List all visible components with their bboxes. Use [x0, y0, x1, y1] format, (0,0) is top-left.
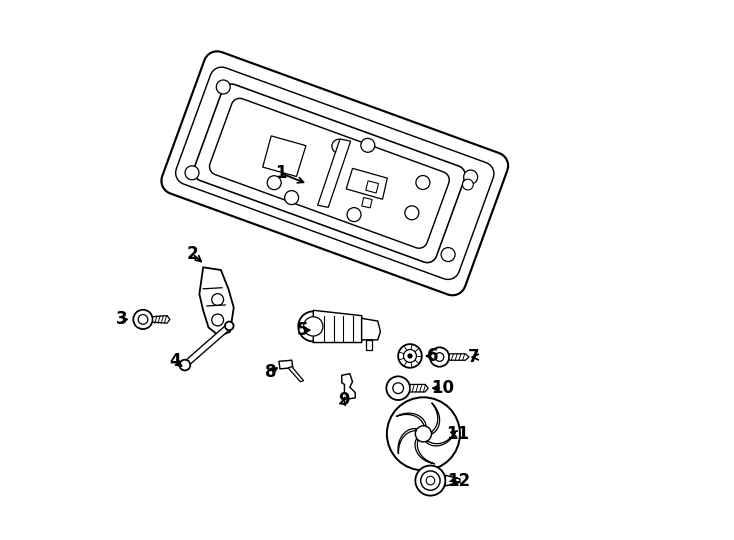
Text: 11: 11: [446, 425, 469, 443]
Polygon shape: [194, 84, 465, 262]
Polygon shape: [200, 267, 233, 336]
Polygon shape: [313, 310, 364, 342]
Polygon shape: [366, 340, 372, 349]
Circle shape: [415, 426, 432, 442]
Text: 10: 10: [431, 379, 454, 397]
Polygon shape: [426, 432, 456, 446]
Circle shape: [430, 347, 449, 367]
Text: 3: 3: [116, 310, 128, 328]
Circle shape: [211, 314, 224, 326]
Circle shape: [405, 206, 419, 220]
Polygon shape: [263, 136, 306, 177]
Polygon shape: [415, 439, 435, 464]
Text: 6: 6: [426, 347, 438, 365]
Polygon shape: [161, 51, 508, 295]
Circle shape: [462, 179, 473, 190]
Circle shape: [421, 471, 440, 490]
Circle shape: [415, 465, 446, 496]
Polygon shape: [288, 367, 304, 382]
Circle shape: [298, 312, 328, 341]
Circle shape: [426, 476, 435, 485]
Circle shape: [267, 176, 281, 190]
Polygon shape: [153, 316, 170, 323]
Polygon shape: [432, 403, 440, 434]
Text: 7: 7: [468, 348, 479, 366]
Circle shape: [217, 80, 230, 94]
Polygon shape: [362, 319, 380, 340]
Polygon shape: [449, 354, 469, 360]
Circle shape: [464, 170, 478, 184]
Circle shape: [387, 397, 460, 470]
Circle shape: [416, 176, 430, 190]
Circle shape: [408, 354, 412, 358]
Circle shape: [185, 166, 199, 180]
Polygon shape: [342, 374, 355, 399]
Text: 2: 2: [186, 245, 198, 263]
Polygon shape: [396, 413, 426, 426]
Text: 4: 4: [170, 352, 181, 370]
Text: 9: 9: [338, 391, 349, 409]
Circle shape: [211, 294, 224, 306]
Circle shape: [332, 139, 346, 153]
Circle shape: [361, 138, 375, 152]
Circle shape: [134, 310, 153, 329]
Circle shape: [180, 360, 190, 370]
Polygon shape: [410, 384, 428, 392]
Polygon shape: [398, 429, 416, 454]
Text: 5: 5: [297, 321, 308, 339]
Polygon shape: [279, 360, 293, 369]
Circle shape: [424, 473, 434, 484]
Circle shape: [393, 383, 404, 394]
Text: 8: 8: [264, 363, 276, 381]
Polygon shape: [346, 168, 388, 199]
Text: 12: 12: [447, 471, 470, 490]
Circle shape: [398, 344, 422, 368]
Circle shape: [347, 207, 361, 221]
Circle shape: [304, 317, 323, 336]
Circle shape: [285, 191, 299, 205]
Circle shape: [225, 322, 233, 330]
Circle shape: [138, 315, 148, 324]
Polygon shape: [446, 475, 460, 486]
Circle shape: [435, 353, 444, 361]
Circle shape: [386, 376, 410, 400]
Text: 1: 1: [275, 164, 287, 183]
Circle shape: [441, 247, 455, 261]
Circle shape: [404, 349, 416, 362]
Polygon shape: [318, 139, 351, 207]
